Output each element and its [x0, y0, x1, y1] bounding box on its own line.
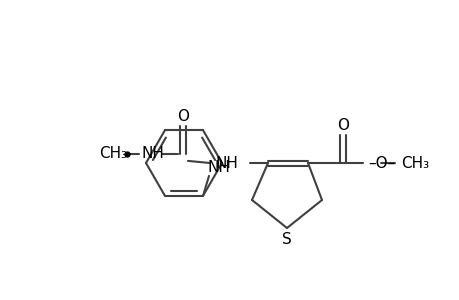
Text: NH: NH [215, 155, 237, 170]
Text: NH: NH [207, 160, 230, 175]
Text: S: S [281, 232, 291, 247]
Text: NH: NH [141, 146, 164, 161]
Text: CH₃: CH₃ [400, 155, 428, 170]
Text: O: O [177, 110, 189, 124]
Text: O: O [336, 118, 348, 134]
Text: –O–: –O– [367, 155, 394, 170]
Text: CH₃: CH₃ [99, 146, 127, 161]
